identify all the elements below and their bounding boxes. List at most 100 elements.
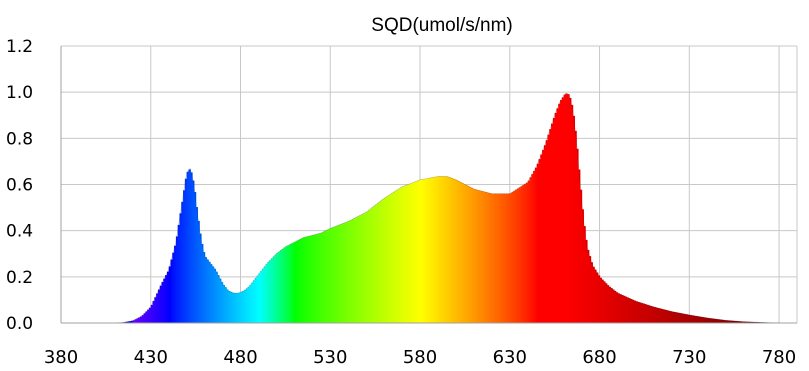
spectrum-bar	[689, 315, 692, 323]
spectrum-area	[61, 92, 798, 324]
spectrum-bar	[265, 264, 269, 323]
spectrum-bar	[393, 192, 396, 323]
spectrum-bar	[653, 307, 656, 323]
spectrum-bar	[380, 200, 383, 323]
spectrum-bar	[371, 207, 374, 323]
spectrum-bar	[224, 287, 227, 323]
spectrum-bar	[310, 235, 313, 323]
spectrum-bar	[233, 292, 236, 323]
spectrum-bar	[321, 232, 324, 323]
spectrum-bar	[515, 189, 518, 323]
chart-title: SQD(umol/s/nm)	[371, 15, 512, 36]
spectrum-bar	[202, 252, 206, 323]
spectrum-bar	[260, 271, 263, 323]
spectrum-bar	[464, 184, 468, 323]
x-tick-label: 730	[672, 347, 706, 368]
spectrum-bar	[263, 266, 267, 323]
spectrum-bar	[511, 192, 514, 323]
spectrum-bar	[236, 292, 240, 323]
spectrum-bar	[529, 177, 532, 323]
spectrum-bar	[452, 178, 455, 323]
spectrum-bar	[619, 294, 622, 323]
spectrum-bar	[204, 257, 208, 323]
spectrum-bar	[134, 319, 137, 323]
spectrum-bar	[367, 210, 371, 323]
spectrum-bar	[439, 176, 443, 323]
spectrum-bar	[687, 314, 690, 323]
spectrum-bar	[536, 163, 540, 323]
spectrum-bar	[211, 266, 215, 323]
spectrum-bar	[477, 190, 480, 323]
spectrum-bar	[412, 182, 416, 323]
x-tick-labels: 380 430 480 530 580 630 680 730 780	[44, 347, 796, 368]
spectrum-bar	[441, 176, 444, 323]
spectrum-bar	[726, 320, 730, 323]
spectrum-bar	[301, 238, 304, 323]
spectrum-bar	[396, 189, 400, 323]
spectrum-bar	[664, 309, 667, 323]
spectrum-bar	[227, 291, 231, 323]
spectrum-bar	[416, 180, 419, 323]
spectrum-bar	[288, 244, 292, 323]
spectrum-bar	[595, 272, 599, 323]
spectrum-bar	[655, 307, 658, 323]
spectrum-bar	[267, 262, 270, 323]
spectrum-bar	[540, 154, 543, 323]
spectrum-bar	[342, 223, 346, 323]
spectrum-bar	[671, 311, 674, 323]
spectrum-bar	[127, 321, 130, 323]
spectrum-bar	[468, 186, 471, 323]
spectrum-bar	[560, 100, 563, 323]
spectrum-bar	[506, 193, 509, 323]
spectrum-bar	[499, 193, 502, 323]
spectrum-bar	[565, 93, 568, 323]
spectrum-bar	[166, 271, 170, 323]
x-tick-label: 430	[134, 347, 168, 368]
spectrum-bar	[475, 189, 479, 323]
spectrum-bar	[696, 316, 699, 323]
spectrum-bar	[411, 183, 414, 323]
spectrum-bar	[504, 193, 507, 323]
y-tick-label: 0.2	[6, 268, 33, 288]
spectrum-bar	[624, 296, 628, 323]
spectrum-bar	[656, 308, 660, 323]
spectrum-bar	[735, 321, 739, 323]
spectrum-bar	[649, 305, 653, 323]
spectrum-bar	[143, 313, 146, 323]
spectrum-bar	[714, 318, 717, 323]
spectrum-bar	[152, 301, 155, 323]
spectrum-bar	[473, 189, 477, 323]
spectrum-bar	[631, 299, 635, 323]
spectrum-bar	[312, 235, 315, 323]
spectrum-bar	[425, 178, 428, 323]
spectrum-bar	[497, 193, 500, 323]
spectrum-bar	[195, 207, 199, 323]
spectrum-bar	[330, 228, 333, 323]
spectrum-bar	[139, 316, 143, 323]
spectrum-bar	[463, 184, 466, 323]
spectrum-bar	[673, 311, 676, 323]
spectrum-bar	[490, 193, 493, 323]
spectrum-bar	[674, 312, 678, 323]
spectrum-bar	[601, 279, 604, 323]
spectrum-bar	[524, 183, 527, 323]
spectrum-bar	[231, 292, 234, 323]
spectrum-bar	[197, 220, 200, 323]
spectrum-bar	[294, 241, 297, 323]
spectrum-bar	[186, 171, 190, 323]
x-tick-label: 630	[493, 347, 527, 368]
spectrum-bar	[161, 282, 164, 323]
spectrum-bar	[421, 179, 425, 323]
spectrum-bar	[358, 215, 362, 323]
spectrum-bar	[353, 218, 356, 323]
spectrum-bar	[226, 289, 229, 323]
spectrum-bar	[132, 320, 136, 323]
spectrum-bar	[384, 197, 387, 323]
spectrum-bar	[533, 170, 536, 323]
spectrum-bar	[385, 196, 389, 323]
spectrum-bar	[235, 292, 238, 323]
spectrum-bar	[552, 118, 556, 324]
spectrum-bar	[315, 234, 319, 323]
y-tick-labels: 0.0 0.2 0.4 0.6 0.8 1.0 1.2	[6, 37, 33, 334]
spectrum-bar	[604, 283, 608, 323]
